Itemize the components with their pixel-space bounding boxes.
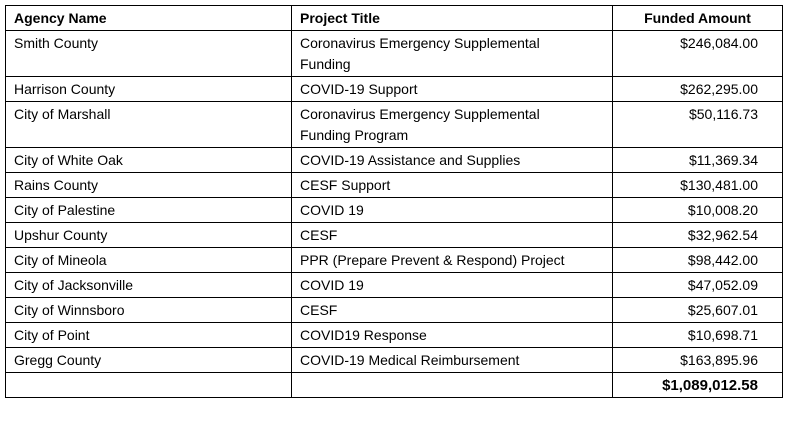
table-body: Smith County Coronavirus Emergency Supple… [5, 30, 783, 373]
agency-name: City of Marshall [5, 101, 292, 148]
funded-amount: $10,698.71 [612, 322, 783, 348]
total-row: $1,089,012.58 [5, 372, 783, 398]
funded-amount: $262,295.00 [612, 76, 783, 102]
table-row: City of Mineola PPR (Prepare Prevent & Re… [5, 247, 783, 273]
table-row: City of Jacksonville COVID 19 $47,052.09 [5, 272, 783, 298]
agency-name: City of White Oak [5, 147, 292, 173]
project-title: COVID19 Response [291, 322, 613, 348]
table-row: Gregg County COVID-19 Medical Reimburseme… [5, 347, 783, 373]
funding-table: Agency Name Project Title Funded Amount … [5, 5, 783, 398]
agency-name: Rains County [5, 172, 292, 198]
project-title: Coronavirus Emergency Supplemental Fundi… [291, 30, 613, 77]
project-title: COVID-19 Support [291, 76, 613, 102]
funded-amount: $130,481.00 [612, 172, 783, 198]
funded-amount: $163,895.96 [612, 347, 783, 373]
agency-name: City of Jacksonville [5, 272, 292, 298]
table-row: City of Palestine COVID 19 $10,008.20 [5, 197, 783, 223]
column-header: Funded Amount [612, 5, 783, 31]
agency-name: City of Mineola [5, 247, 292, 273]
funded-amount: $98,442.00 [612, 247, 783, 273]
funded-amount: $10,008.20 [612, 197, 783, 223]
table-row: City of Point COVID19 Response $10,698.71 [5, 322, 783, 348]
funded-amount: $50,116.73 [612, 101, 783, 148]
agency-name: City of Palestine [5, 197, 292, 223]
total-amount: $1,089,012.58 [612, 372, 783, 398]
agency-name: City of Point [5, 322, 292, 348]
table-row: Rains County CESF Support $130,481.00 [5, 172, 783, 198]
table-row: City of Winnsboro CESF $25,607.01 [5, 297, 783, 323]
empty-cell [5, 372, 292, 398]
project-title: Coronavirus Emergency Supplemental Fundi… [291, 101, 613, 148]
funded-amount: $47,052.09 [612, 272, 783, 298]
header-row: Agency Name Project Title Funded Amount [5, 5, 783, 31]
project-title: CESF Support [291, 172, 613, 198]
table-row: City of White Oak COVID-19 Assistance and… [5, 147, 783, 173]
funded-amount: $25,607.01 [612, 297, 783, 323]
agency-name: City of Winnsboro [5, 297, 292, 323]
project-title: COVID 19 [291, 197, 613, 223]
table-row: Harrison County COVID-19 Support $262,295.… [5, 76, 783, 102]
project-title: CESF [291, 297, 613, 323]
project-title: COVID 19 [291, 272, 613, 298]
project-title: COVID-19 Assistance and Supplies [291, 147, 613, 173]
column-header: Agency Name [5, 5, 292, 31]
project-title: CESF [291, 222, 613, 248]
agency-name: Harrison County [5, 76, 292, 102]
column-header: Project Title [291, 5, 613, 31]
table-row: Upshur County CESF $32,962.54 [5, 222, 783, 248]
agency-name: Smith County [5, 30, 292, 77]
empty-cell [291, 372, 613, 398]
agency-name: Gregg County [5, 347, 292, 373]
funded-amount: $11,369.34 [612, 147, 783, 173]
funded-amount: $246,084.00 [612, 30, 783, 77]
table-row: City of Marshall Coronavirus Emergency Su… [5, 101, 783, 148]
agency-name: Upshur County [5, 222, 292, 248]
project-title: COVID-19 Medical Reimbursement [291, 347, 613, 373]
funded-amount: $32,962.54 [612, 222, 783, 248]
table-row: Smith County Coronavirus Emergency Supple… [5, 30, 783, 77]
project-title: PPR (Prepare Prevent & Respond) Project [291, 247, 613, 273]
